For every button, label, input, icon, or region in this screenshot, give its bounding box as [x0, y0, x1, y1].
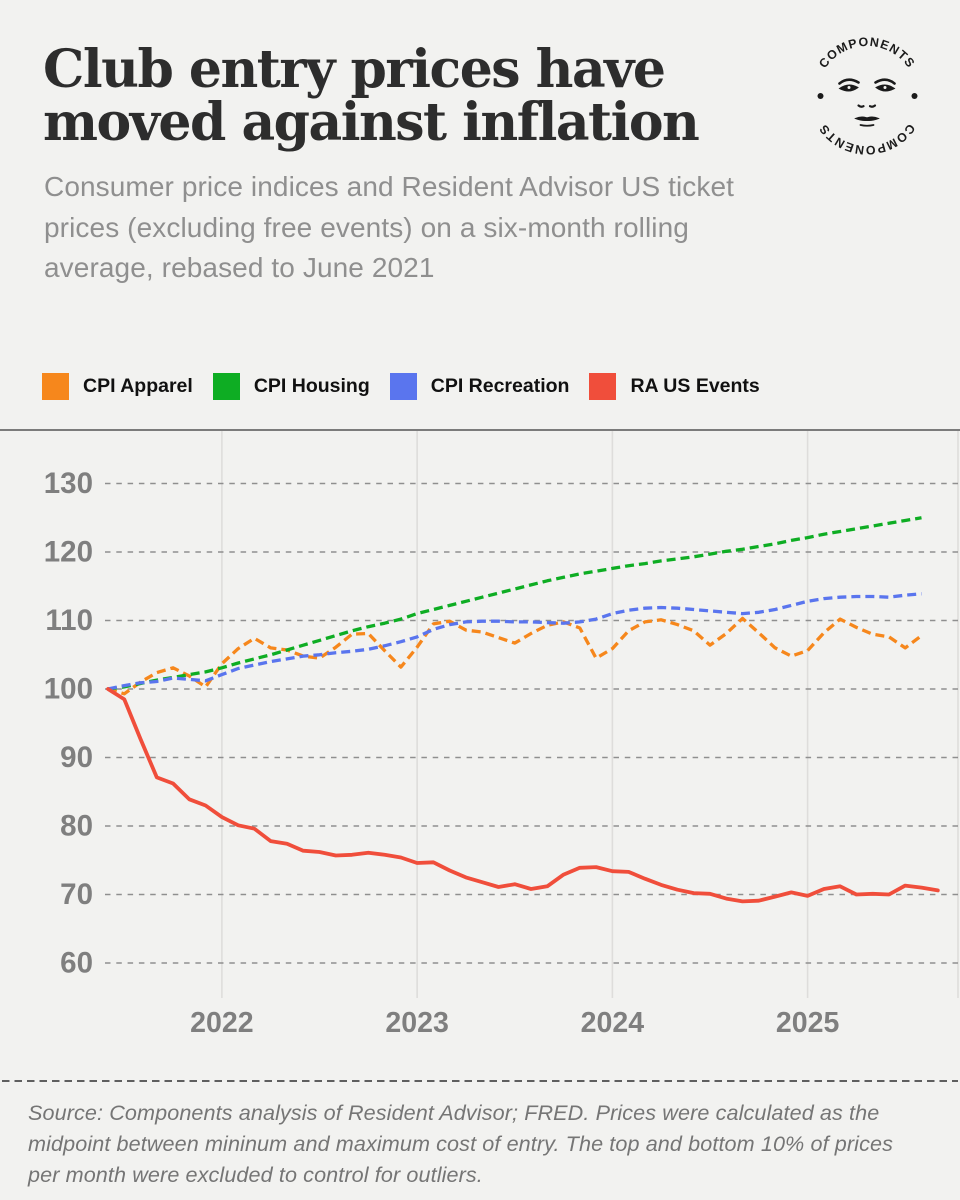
- series-cpi-housing: [107, 516, 922, 691]
- page-title: Club entry prices have moved against inf…: [43, 39, 700, 153]
- source-note: Source: Components analysis of Resident …: [28, 1098, 948, 1190]
- legend-item-cpi-housing: CPI Housing: [212, 373, 370, 400]
- subtitle-line-3: average, rebased to June 2021: [44, 252, 435, 283]
- x-tick-2023: 2023: [385, 1007, 448, 1039]
- left-eye-glint: [847, 86, 851, 89]
- legend-label-cpi-housing: CPI Housing: [253, 375, 370, 397]
- legend-item-cpi-recreation: CPI Recreation: [389, 373, 570, 400]
- x-tick-2024: 2024: [581, 1007, 645, 1039]
- x-tick-2022: 2022: [190, 1007, 253, 1039]
- title-line-1: Club entry prices have: [43, 39, 666, 100]
- y-tick-80: 80: [60, 810, 93, 843]
- logo-face: [838, 78, 896, 127]
- subtitle-line-2: prices (excluding free events) on a six-…: [44, 211, 689, 243]
- legend-label-cpi-apparel: CPI Apparel: [83, 375, 193, 397]
- series-ra-us-events: [106, 687, 940, 904]
- title-line-2: moved against inflation: [43, 92, 700, 153]
- right-eye-glint: [883, 86, 887, 89]
- legend-item-ra-us-events: RA US Events: [589, 373, 760, 400]
- left-eyebrow: [838, 78, 860, 85]
- legend-swatch-cpi-housing: [212, 373, 240, 400]
- series-cpi-apparel: [107, 616, 923, 696]
- y-tick-120: 120: [44, 536, 93, 569]
- legend-swatch-ra-us-events: [589, 373, 617, 400]
- upper-lip: [854, 116, 880, 122]
- y-tick-70: 70: [60, 878, 93, 911]
- legend-item-cpi-apparel: CPI Apparel: [42, 373, 193, 400]
- chart-subtitle: Consumer price indices and Resident Advi…: [44, 167, 734, 289]
- logo-dots: [817, 93, 918, 99]
- y-tick-60: 60: [60, 947, 93, 980]
- legend-label-cpi-recreation: CPI Recreation: [430, 375, 570, 397]
- lower-lip: [859, 124, 875, 127]
- y-tick-100: 100: [44, 673, 93, 706]
- components-logo: COMPONENTS COMPONENTS: [816, 35, 918, 157]
- legend-swatch-cpi-recreation: [389, 373, 417, 400]
- y-tick-110: 110: [45, 604, 93, 637]
- source-line-2: midpoint between mininum and maximum cos…: [28, 1130, 893, 1156]
- nose: [857, 104, 877, 108]
- subtitle-line-1: Consumer price indices and Resident Advi…: [44, 171, 735, 202]
- legend-swatch-cpi-apparel: [42, 373, 69, 400]
- y-tick-90: 90: [60, 741, 93, 774]
- y-tick-130: 130: [44, 467, 93, 500]
- x-tick-2025: 2025: [776, 1007, 840, 1039]
- source-line-1: Source: Components analysis of Resident …: [28, 1100, 880, 1125]
- chart-legend: CPI Apparel CPI Housing CPI Recreation R…: [42, 373, 780, 400]
- right-eyebrow: [874, 78, 896, 85]
- series-cpi-recreation: [107, 592, 922, 691]
- source-line-3: per month were excluded to control for o…: [28, 1161, 483, 1187]
- legend-label-ra-us-events: RA US Events: [630, 375, 760, 397]
